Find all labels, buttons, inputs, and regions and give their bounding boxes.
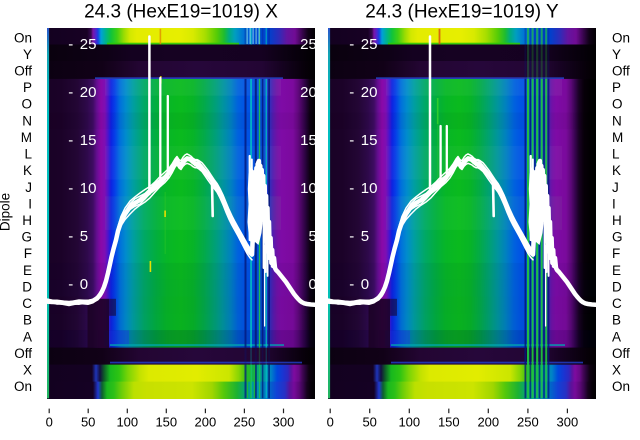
svg-text:15: 15 <box>80 132 97 149</box>
svg-text:5: 5 <box>80 228 88 245</box>
svg-text:L: L <box>612 147 620 162</box>
svg-text:20: 20 <box>80 84 97 101</box>
svg-text:N: N <box>612 113 622 128</box>
svg-text:-: - <box>349 180 354 197</box>
svg-text:-: - <box>349 132 354 149</box>
svg-text:250: 250 <box>517 415 539 430</box>
svg-text:E: E <box>612 263 621 278</box>
svg-text:A: A <box>612 329 621 344</box>
svg-text:Off: Off <box>14 64 32 79</box>
svg-text:G: G <box>21 230 32 245</box>
svg-text:250: 250 <box>234 415 256 430</box>
svg-text:-: - <box>349 228 354 245</box>
svg-text:24.3 (HexE19=1019) Y: 24.3 (HexE19=1019) Y <box>365 2 559 23</box>
svg-text:D: D <box>612 279 622 294</box>
svg-text:-: - <box>349 84 354 101</box>
svg-text:50: 50 <box>81 415 95 430</box>
svg-text:15: 15 <box>361 132 378 149</box>
svg-text:5: 5 <box>308 228 316 245</box>
svg-text:L: L <box>24 147 32 162</box>
svg-text:-: - <box>349 36 354 53</box>
svg-text:On: On <box>14 379 32 394</box>
svg-text:150: 150 <box>155 415 177 430</box>
svg-text:A: A <box>23 329 32 344</box>
svg-text:-: - <box>68 180 73 197</box>
svg-text:0: 0 <box>361 276 369 293</box>
svg-text:10: 10 <box>300 180 317 197</box>
svg-text:150: 150 <box>438 415 460 430</box>
svg-text:On: On <box>14 30 32 45</box>
svg-text:G: G <box>612 230 623 245</box>
svg-text:5: 5 <box>361 228 369 245</box>
svg-text:I: I <box>28 196 32 211</box>
svg-text:O: O <box>612 97 623 112</box>
svg-text:Off: Off <box>612 346 630 361</box>
svg-text:200: 200 <box>477 415 499 430</box>
svg-text:J: J <box>25 180 32 195</box>
svg-text:20: 20 <box>361 84 378 101</box>
svg-text:On: On <box>612 30 630 45</box>
svg-text:Y: Y <box>23 47 32 62</box>
svg-text:B: B <box>23 313 32 328</box>
svg-text:15: 15 <box>300 132 317 149</box>
svg-text:20: 20 <box>300 84 317 101</box>
svg-text:-: - <box>68 276 73 293</box>
svg-text:P: P <box>612 80 621 95</box>
svg-text:N: N <box>22 113 32 128</box>
svg-text:Dipole: Dipole <box>0 193 13 231</box>
svg-text:J: J <box>612 180 619 195</box>
svg-text:-: - <box>349 276 354 293</box>
svg-text:F: F <box>24 246 32 261</box>
svg-text:0: 0 <box>308 276 316 293</box>
svg-text:X: X <box>612 363 621 378</box>
svg-text:Y: Y <box>612 47 621 62</box>
svg-text:O: O <box>21 97 32 112</box>
svg-text:25: 25 <box>361 36 378 53</box>
svg-text:100: 100 <box>116 415 138 430</box>
svg-text:0: 0 <box>80 276 88 293</box>
svg-text:Off: Off <box>14 346 32 361</box>
svg-text:H: H <box>612 213 622 228</box>
svg-text:On: On <box>612 379 630 394</box>
svg-text:0: 0 <box>327 415 334 430</box>
svg-text:F: F <box>612 246 620 261</box>
svg-text:Off: Off <box>612 64 630 79</box>
svg-text:K: K <box>23 163 32 178</box>
svg-text:H: H <box>22 213 32 228</box>
svg-text:50: 50 <box>362 415 376 430</box>
svg-text:K: K <box>612 163 621 178</box>
svg-text:M: M <box>21 130 32 145</box>
svg-text:X: X <box>23 363 32 378</box>
svg-text:25: 25 <box>300 36 317 53</box>
svg-text:P: P <box>23 80 32 95</box>
svg-text:24.3 (HexE19=1019) X: 24.3 (HexE19=1019) X <box>84 2 278 23</box>
svg-text:-: - <box>68 132 73 149</box>
svg-text:B: B <box>612 313 621 328</box>
svg-text:D: D <box>22 279 32 294</box>
svg-text:C: C <box>22 296 32 311</box>
svg-text:C: C <box>612 296 622 311</box>
svg-text:25: 25 <box>80 36 97 53</box>
svg-text:300: 300 <box>273 415 295 430</box>
svg-text:300: 300 <box>557 415 579 430</box>
svg-text:-: - <box>68 84 73 101</box>
svg-text:10: 10 <box>361 180 378 197</box>
svg-text:100: 100 <box>398 415 420 430</box>
svg-text:0: 0 <box>46 415 53 430</box>
svg-text:E: E <box>23 263 32 278</box>
svg-text:-: - <box>68 36 73 53</box>
svg-text:M: M <box>612 130 623 145</box>
svg-text:I: I <box>612 196 616 211</box>
svg-text:-: - <box>68 228 73 245</box>
svg-text:200: 200 <box>195 415 217 430</box>
svg-text:10: 10 <box>80 180 97 197</box>
